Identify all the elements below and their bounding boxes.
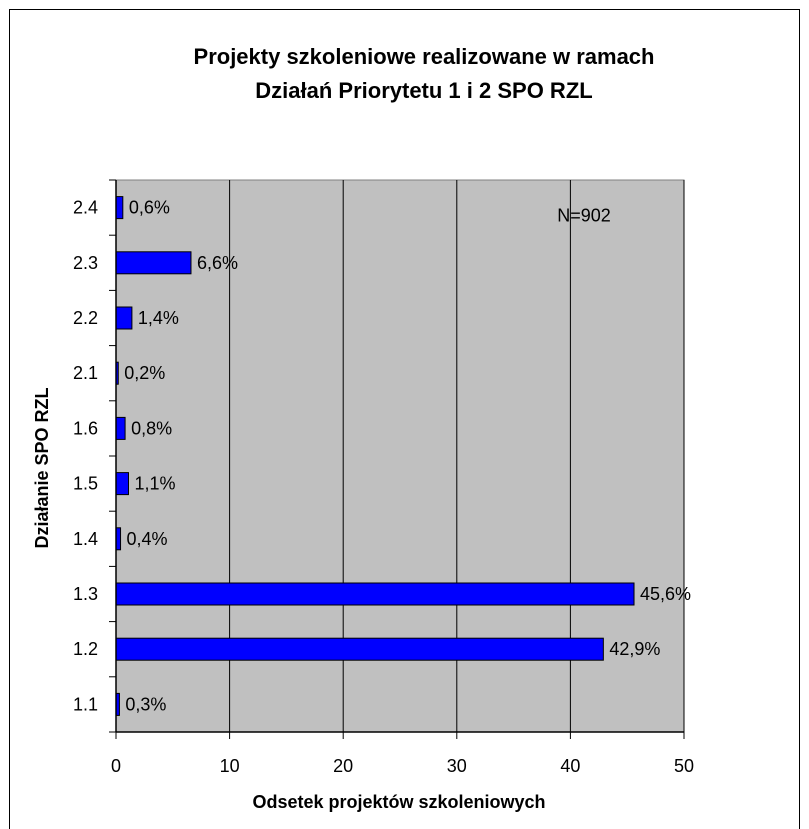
y-tick-label: 2.4 (73, 198, 98, 218)
x-tick-label: 0 (111, 756, 121, 776)
x-tick-label: 20 (333, 756, 353, 776)
bars (115, 196, 635, 716)
y-tick-label: 1.3 (73, 584, 98, 604)
chart-title-line-1: Projekty szkoleniowe realizowane w ramac… (194, 44, 655, 69)
y-tick-label: 1.6 (73, 418, 98, 438)
x-tick-label: 10 (220, 756, 240, 776)
y-tick-label: 1.4 (73, 529, 98, 549)
bar (115, 582, 635, 606)
y-tick-label: 1.2 (73, 639, 98, 659)
bar (115, 196, 124, 220)
bar (115, 472, 129, 496)
x-axis-label: Odsetek projektów szkoleniowych (252, 792, 545, 812)
bar (115, 416, 126, 440)
data-label: 45,6% (640, 584, 691, 604)
data-labels: 0,3% 42,9% 45,6% 0,4% 1,1% 0,8% 0,2% 1,4% 6,6% 0,… (124, 198, 691, 715)
data-label: 0,8% (131, 418, 172, 438)
chart-title-line-2: Działań Priorytetu 1 i 2 SPO RZL (255, 78, 592, 103)
data-label: 6,6% (197, 253, 238, 273)
y-tick-label: 1.1 (73, 694, 98, 714)
y-tick-label: 2.1 (73, 363, 98, 383)
data-label: 0,3% (125, 694, 166, 714)
data-label: 1,1% (134, 474, 175, 494)
x-tick-label: 50 (674, 756, 694, 776)
x-tick-label: 40 (560, 756, 580, 776)
data-label: 0,4% (127, 529, 168, 549)
y-axis-label: Działanie SPO RZL (32, 387, 52, 548)
bar (115, 251, 192, 275)
y-tick-label: 1.5 (73, 474, 98, 494)
y-tick-label: 2.2 (73, 308, 98, 328)
bar (115, 637, 604, 661)
y-tick-label: 2.3 (73, 253, 98, 273)
data-label: 0,2% (124, 363, 165, 383)
data-label: 42,9% (609, 639, 660, 659)
x-tick-label: 30 (447, 756, 467, 776)
sample-size-annotation: N=902 (557, 206, 611, 226)
bar (115, 306, 133, 330)
data-label: 1,4% (138, 308, 179, 328)
data-label: 0,6% (129, 198, 170, 218)
axes: 0 10 20 30 40 50 1.1 1.2 1.3 1.4 1.5 1.6 2.1 2.2 2.3 2.… (73, 179, 694, 776)
